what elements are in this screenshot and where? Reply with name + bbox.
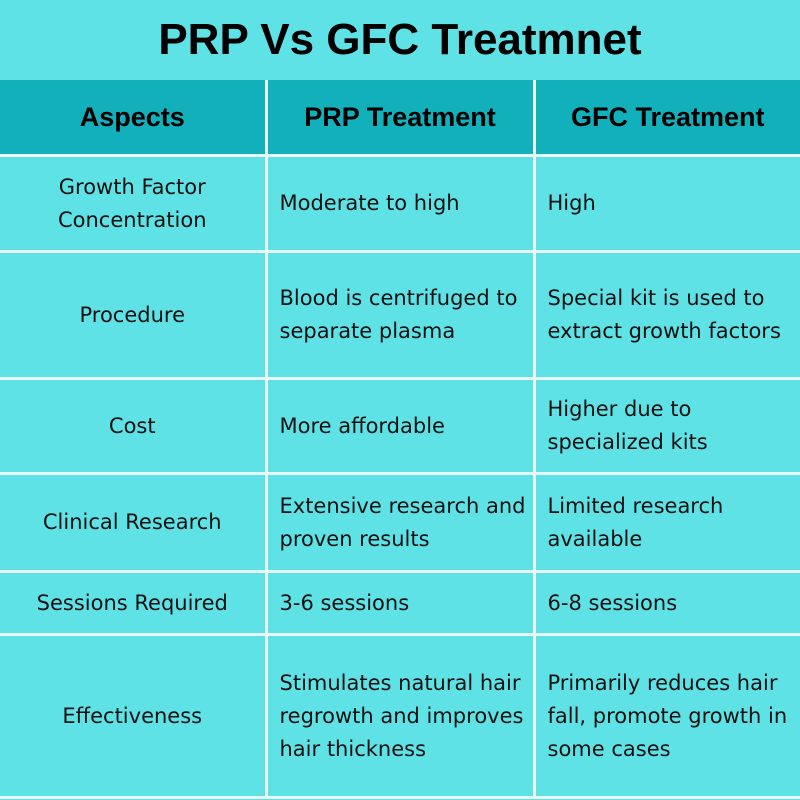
aspect-cell: Growth Factor Concentration <box>0 154 268 253</box>
gfc-cell: 6-8 sessions <box>532 570 800 636</box>
gfc-cell: Higher due to specialized kits <box>532 377 800 475</box>
comparison-table: Aspects PRP Treatment GFC Treatment Grow… <box>0 80 800 799</box>
prp-cell: Blood is centrifuged to separate plasma <box>264 250 536 380</box>
table-row: Effectiveness Stimulates natural hair re… <box>0 633 800 799</box>
prp-cell: 3-6 sessions <box>264 570 536 636</box>
gfc-cell: Primarily reduces hair fall, promote gro… <box>532 633 800 799</box>
table-row: Clinical Research Extensive research and… <box>0 472 800 573</box>
aspect-cell: Effectiveness <box>0 633 268 799</box>
header-row: Aspects PRP Treatment GFC Treatment <box>0 80 800 157</box>
aspect-cell: Cost <box>0 377 268 475</box>
prp-cell: Moderate to high <box>264 154 536 253</box>
page-title: PRP Vs GFC Treatmnet <box>158 15 642 64</box>
header-aspects: Aspects <box>0 80 268 157</box>
table-row: Sessions Required 3-6 sessions 6-8 sessi… <box>0 570 800 636</box>
table-row: Procedure Blood is centrifuged to separa… <box>0 250 800 380</box>
gfc-cell: Special kit is used to extract growth fa… <box>532 250 800 380</box>
prp-cell: Extensive research and proven results <box>264 472 536 573</box>
header-prp: PRP Treatment <box>264 80 536 157</box>
aspect-cell: Clinical Research <box>0 472 268 573</box>
aspect-cell: Procedure <box>0 250 268 380</box>
header-gfc: GFC Treatment <box>532 80 800 157</box>
gfc-cell: High <box>532 154 800 253</box>
aspect-cell: Sessions Required <box>0 570 268 636</box>
prp-cell: More affordable <box>264 377 536 475</box>
gfc-cell: Limited research available <box>532 472 800 573</box>
prp-cell: Stimulates natural hair regrowth and imp… <box>264 633 536 799</box>
table-row: Cost More affordable Higher due to speci… <box>0 377 800 475</box>
table-row: Growth Factor Concentration Moderate to … <box>0 154 800 253</box>
